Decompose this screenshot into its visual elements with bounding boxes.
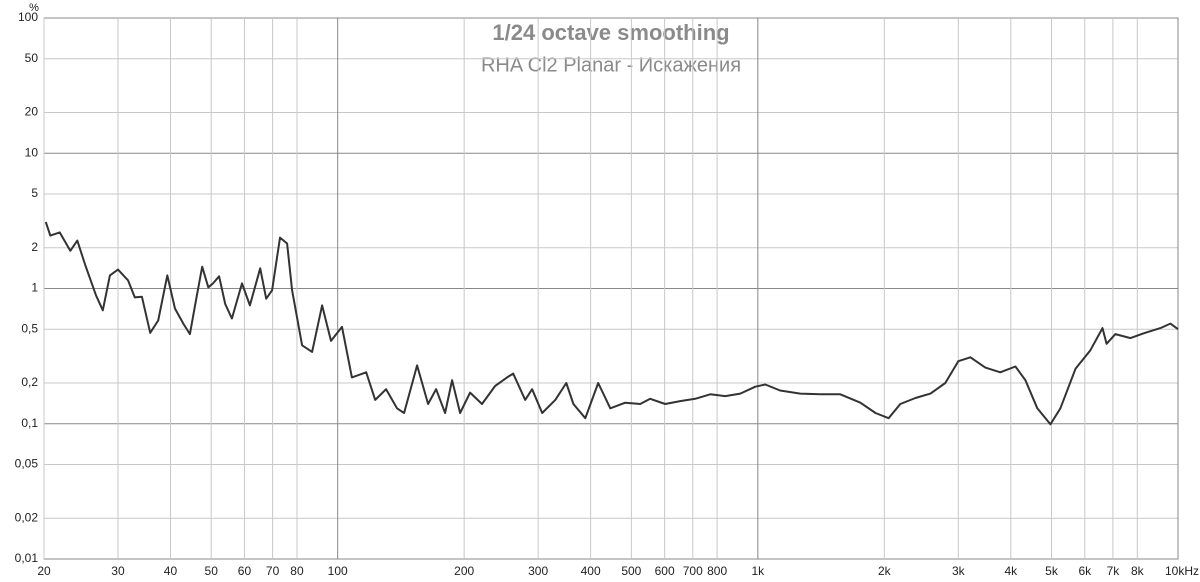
x-tick-label: 800 [707, 564, 727, 578]
x-tick-label: 5k [1045, 564, 1059, 578]
y-tick-label: 5 [31, 186, 38, 200]
x-tick-label: 2k [878, 564, 892, 578]
y-tick-label: 2 [31, 240, 38, 254]
x-tick-label: 50 [205, 564, 219, 578]
x-tick-label: 30 [111, 564, 125, 578]
x-tick-label: 6k [1078, 564, 1092, 578]
x-tick-label: 70 [266, 564, 280, 578]
y-tick-label: 20 [25, 105, 39, 119]
x-tick-label: 4k [1004, 564, 1018, 578]
y-tick-label: 0,5 [21, 321, 38, 335]
x-tick-label: 60 [238, 564, 252, 578]
x-tick-label: 500 [621, 564, 641, 578]
y-tick-label: 10 [25, 145, 39, 159]
y-tick-label: 0,1 [21, 416, 38, 430]
x-tick-label: 3k [952, 564, 966, 578]
x-tick-label: 80 [290, 564, 304, 578]
x-tick-label: 10kHz [1165, 564, 1199, 578]
x-tick-label: 400 [581, 564, 601, 578]
y-tick-label: 100 [18, 10, 38, 24]
y-tick-label: 0,02 [15, 510, 39, 524]
x-tick-label: 20 [37, 564, 51, 578]
y-tick-label: 1 [31, 281, 38, 295]
data-line [44, 221, 1179, 426]
x-tick-label: 40 [164, 564, 178, 578]
chart-title: 1/24 octave smoothing [492, 20, 729, 45]
x-tick-label: 8k [1131, 564, 1145, 578]
x-tick-label: 100 [328, 564, 348, 578]
y-axis-label: % [29, 2, 39, 14]
x-tick-label: 7k [1107, 564, 1121, 578]
y-tick-label: 0,01 [15, 551, 39, 565]
chart-subtitle: RHA Cl2 Planar - Искажения [481, 54, 741, 76]
y-tick-label: 0,05 [15, 457, 39, 471]
x-tick-label: 200 [454, 564, 474, 578]
y-tick-label: 50 [25, 51, 39, 65]
x-tick-label: 1k [751, 564, 765, 578]
x-tick-label: 700 [683, 564, 703, 578]
x-tick-label: 300 [528, 564, 548, 578]
y-tick-label: 0,2 [21, 375, 38, 389]
x-tick-label: 600 [655, 564, 675, 578]
